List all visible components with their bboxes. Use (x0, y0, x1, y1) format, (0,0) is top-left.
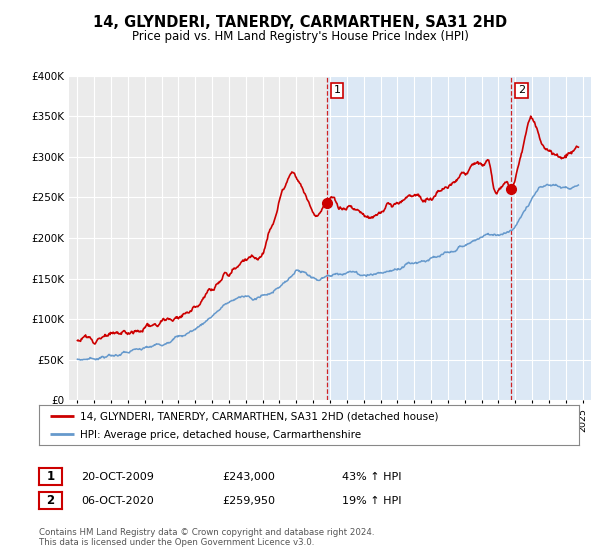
Text: 1: 1 (46, 470, 55, 483)
Text: 14, GLYNDERI, TANERDY, CARMARTHEN, SA31 2HD: 14, GLYNDERI, TANERDY, CARMARTHEN, SA31 … (93, 15, 507, 30)
Text: 1: 1 (334, 85, 340, 95)
Text: £243,000: £243,000 (222, 472, 275, 482)
Text: HPI: Average price, detached house, Carmarthenshire: HPI: Average price, detached house, Carm… (79, 430, 361, 440)
Text: Price paid vs. HM Land Registry's House Price Index (HPI): Price paid vs. HM Land Registry's House … (131, 30, 469, 43)
Text: Contains HM Land Registry data © Crown copyright and database right 2024.
This d: Contains HM Land Registry data © Crown c… (39, 528, 374, 547)
Text: 43% ↑ HPI: 43% ↑ HPI (342, 472, 401, 482)
Text: 2: 2 (46, 494, 55, 507)
Text: 19% ↑ HPI: 19% ↑ HPI (342, 496, 401, 506)
Text: 06-OCT-2020: 06-OCT-2020 (81, 496, 154, 506)
Text: 20-OCT-2009: 20-OCT-2009 (81, 472, 154, 482)
Bar (69, 76, 326, 400)
Text: £259,950: £259,950 (222, 496, 275, 506)
Bar (326, 76, 591, 400)
Text: 14, GLYNDERI, TANERDY, CARMARTHEN, SA31 2HD (detached house): 14, GLYNDERI, TANERDY, CARMARTHEN, SA31 … (79, 411, 438, 421)
Text: 2: 2 (518, 85, 525, 95)
